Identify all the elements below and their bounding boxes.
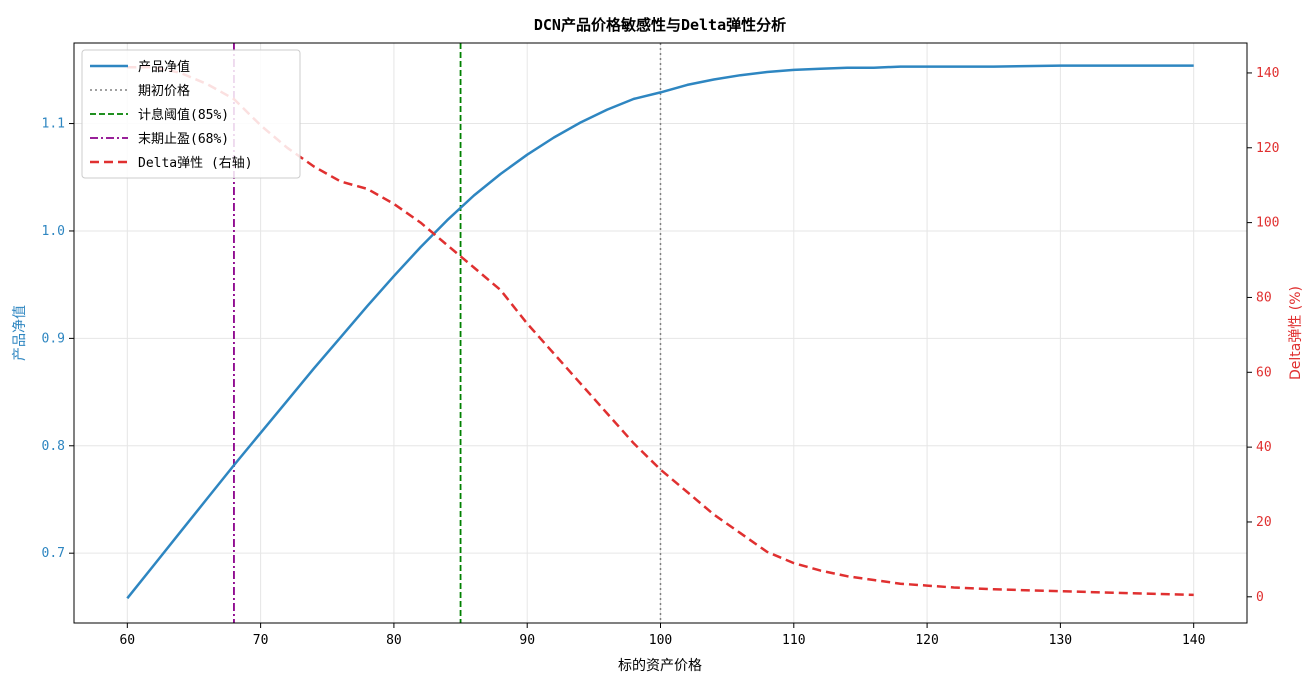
y-left-tick-label: 0.8 [42, 439, 65, 454]
x-tick-label: 130 [1049, 633, 1072, 648]
x-tick-label: 60 [119, 633, 135, 648]
x-tick-label: 140 [1182, 633, 1205, 648]
y-right-tick-label: 20 [1256, 515, 1272, 530]
y-right-tick-label: 100 [1256, 216, 1279, 231]
x-tick-label: 70 [253, 633, 269, 648]
x-tick-label: 120 [915, 633, 938, 648]
legend-label: 末期止盈(68%) [138, 132, 229, 147]
legend-label: Delta弹性 (右轴) [138, 156, 253, 171]
y-left-tick-label: 1.0 [42, 224, 65, 239]
chart-title: DCN产品价格敏感性与Delta弹性分析 [534, 16, 786, 34]
y-right-tick-label: 60 [1256, 365, 1272, 380]
legend-box [81, 49, 301, 179]
x-tick-label: 90 [519, 633, 535, 648]
x-tick-label: 80 [386, 633, 402, 648]
y-left-tick-label: 0.7 [42, 546, 65, 561]
axes: 60 70 80 90 100 110 120 130 140 0.7 0.8 0.9 1.0 1.1 0 2… [42, 66, 1280, 648]
legend-label: 产品净值 [138, 59, 190, 75]
x-tick-label: 110 [782, 633, 805, 648]
y-axis-left-label: 产品净值 [12, 305, 28, 361]
y-right-tick-label: 0 [1256, 590, 1264, 605]
legend-label: 计息阈值(85%) [138, 107, 229, 123]
series [126, 64, 1194, 600]
y-right-tick-label: 40 [1256, 440, 1272, 455]
x-tick-label: 100 [649, 633, 672, 648]
y-right-tick-label: 80 [1256, 290, 1272, 305]
legend-label: 期初价格 [138, 83, 190, 99]
x-axis-label: 标的资产价格 [618, 658, 702, 674]
y-right-tick-label: 140 [1256, 66, 1279, 81]
series-line-nav [126, 64, 1194, 600]
y-left-tick-label: 1.1 [42, 117, 65, 132]
y-right-tick-label: 120 [1256, 141, 1279, 156]
y-axis-right-label: Delta弹性 (%) [1288, 286, 1304, 380]
y-left-tick-label: 0.9 [42, 331, 65, 346]
